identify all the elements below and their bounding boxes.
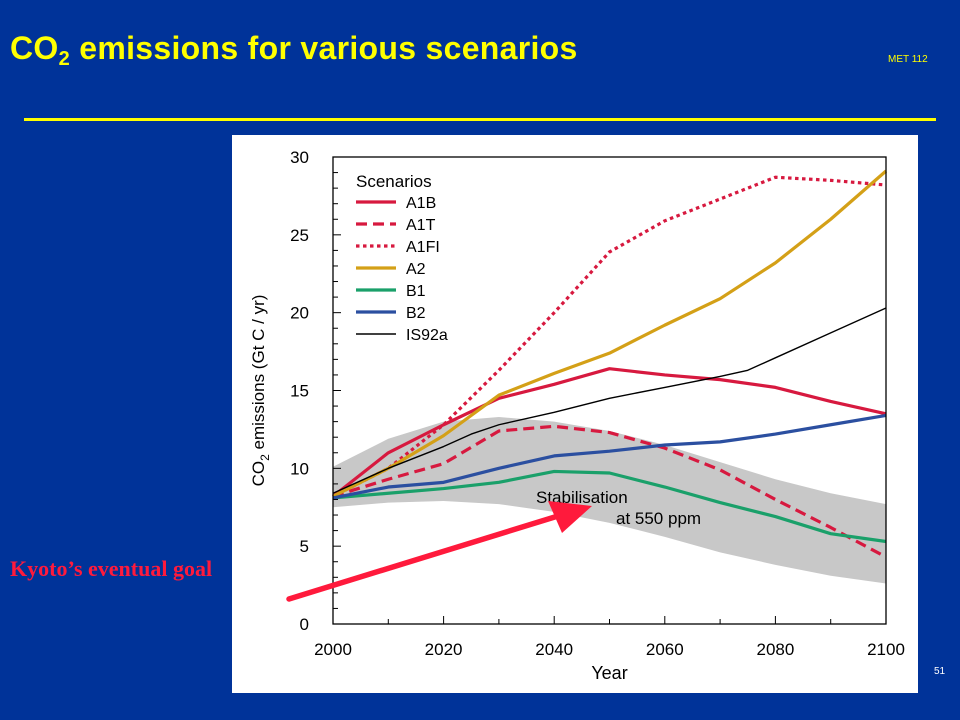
series-line-a1b [332, 367, 887, 498]
x-tick-label: 2100 [867, 640, 905, 659]
x-tick-label: 2020 [425, 640, 463, 659]
x-tick-label: 2060 [646, 640, 684, 659]
x-tick-label: 2000 [314, 640, 352, 659]
legend-entry-a1b: A1B [406, 195, 436, 212]
course-code: MET 112 [888, 54, 928, 65]
kyoto-arrow-head [548, 501, 592, 533]
series-line-a2 [332, 169, 888, 498]
series-line-a1t [332, 424, 887, 559]
x-tick-label: 2040 [535, 640, 573, 659]
y-tick-label: 15 [290, 382, 309, 401]
x-tick-label: 2080 [756, 640, 794, 659]
legend-entry-is92a: IS92a [406, 327, 448, 344]
kyoto-annotation: Kyoto’s eventual goal [10, 556, 213, 581]
legend-entry-a1fi: A1FI [406, 239, 440, 256]
legend-entry-b2: B2 [406, 305, 426, 322]
band-label-line2: at 550 ppm [616, 509, 701, 528]
legend-entry-b1: B1 [406, 283, 426, 300]
legend-entry-a1t: A1T [406, 217, 436, 234]
page-number: 51 [934, 666, 946, 677]
y-tick-label: 25 [290, 226, 309, 245]
y-tick-label: 10 [290, 459, 309, 478]
series-line-b1 [332, 469, 887, 544]
series-line-b2 [332, 413, 887, 500]
y-tick-label: 5 [300, 537, 309, 556]
y-tick-label: 20 [290, 304, 309, 323]
y-tick-label: 30 [290, 148, 309, 167]
x-axis-label: Year [591, 663, 627, 683]
kyoto-arrow-shaft [286, 513, 561, 602]
chart-panel [232, 135, 918, 693]
y-axis-label: CO2 emissions (Gt C / yr) [249, 295, 272, 487]
title-divider [24, 118, 936, 121]
y-tick-label: 0 [300, 615, 309, 634]
slide-title: CO2 emissions for various scenarios [10, 30, 578, 70]
legend-entry-a2: A2 [406, 261, 426, 278]
stabilisation-band [333, 416, 886, 584]
series-line-is92a [332, 307, 887, 494]
legend-title: Scenarios [356, 172, 432, 191]
series-line-a1fi [332, 175, 887, 498]
